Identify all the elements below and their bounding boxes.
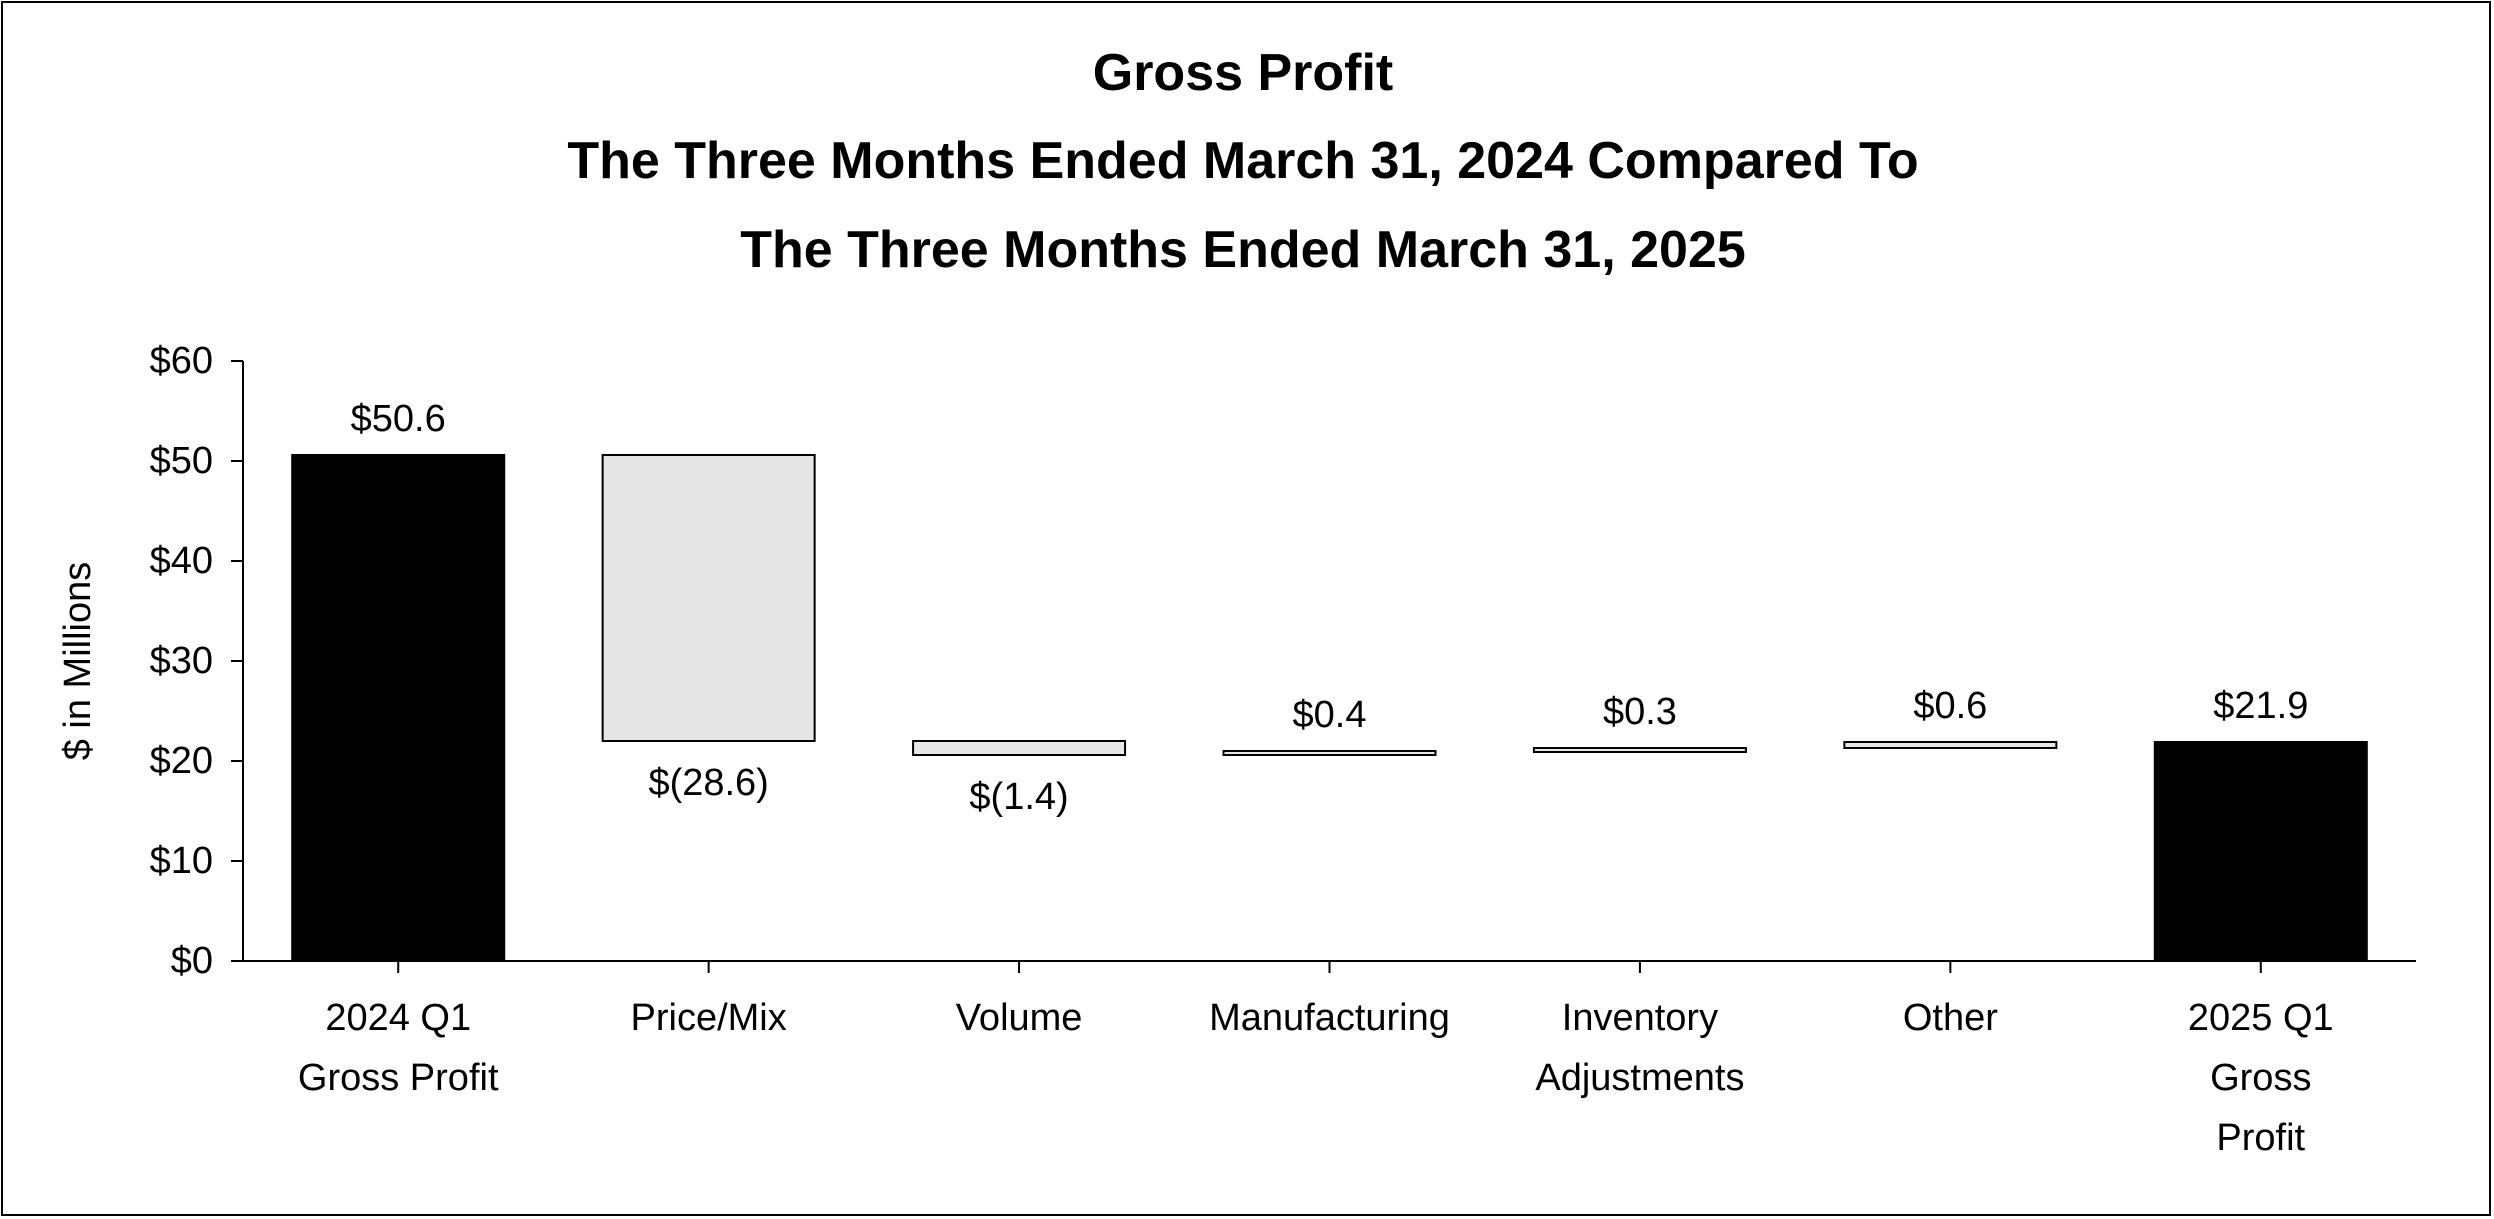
y-axis-title-text: $ in Millions	[57, 562, 99, 761]
bar-4	[1532, 747, 1747, 753]
x-category-label: Manufacturing	[1209, 997, 1450, 1039]
x-category-label: Price/Mix	[631, 997, 787, 1039]
y-axis-title: $ in Millions	[57, 562, 99, 761]
x-category-label: Adjustments	[1535, 1057, 1744, 1099]
data-label: $0.4	[1293, 694, 1367, 736]
x-category-label: Volume	[956, 997, 1083, 1039]
x-category-label: Other	[1903, 997, 1998, 1039]
data-label: $21.9	[2213, 685, 2308, 727]
y-tick-label: $10	[150, 840, 213, 882]
y-tick-label: $20	[150, 740, 213, 782]
data-label: $(1.4)	[969, 776, 1068, 818]
bar-2	[912, 740, 1127, 756]
x-category-label: Gross	[2210, 1057, 2311, 1099]
chart-title: Gross Profit The Three Months Ended March…	[567, 44, 1918, 279]
bar-3	[1222, 750, 1437, 756]
chart-title-line: The Three Months Ended March 31, 2025	[740, 221, 1746, 279]
bar-1	[601, 454, 816, 742]
x-category-label: 2024 Q1	[325, 997, 471, 1039]
bar-0	[291, 454, 506, 962]
data-label: $0.3	[1603, 691, 1677, 733]
y-tick-label: $30	[150, 640, 213, 682]
y-tick-label: $0	[171, 940, 213, 982]
x-category-label: Profit	[2216, 1117, 2305, 1159]
bars	[291, 454, 2368, 962]
y-tick-label: $40	[150, 540, 213, 582]
data-label: $(28.6)	[648, 762, 768, 804]
data-labels: $50.6 $(28.6) $(1.4) $0.4 $0.3 $0.6 $21.9	[351, 398, 2309, 818]
bar-6	[2153, 741, 2368, 962]
chart-title-line: The Three Months Ended March 31, 2024 Co…	[567, 132, 1918, 190]
x-category-label: Gross Profit	[298, 1057, 499, 1099]
y-tick-label: $50	[150, 440, 213, 482]
x-category-label: 2025 Q1	[2188, 997, 2334, 1039]
bar-5	[1843, 741, 2058, 749]
y-tick-label: $60	[150, 340, 213, 382]
data-label: $0.6	[1913, 685, 1987, 727]
chart-title-line: Gross Profit	[1093, 44, 1394, 102]
x-category-label: Inventory	[1562, 997, 1718, 1039]
data-label: $50.6	[351, 398, 446, 440]
x-axis: 2024 Q1 Gross Profit Price/Mix Volume Manufa…	[243, 960, 2416, 1159]
waterfall-chart: Gross Profit The Three Months Ended March…	[57, 44, 2416, 1159]
y-axis: $0 $10 $20 $30 $40 $50 $60	[150, 340, 244, 982]
